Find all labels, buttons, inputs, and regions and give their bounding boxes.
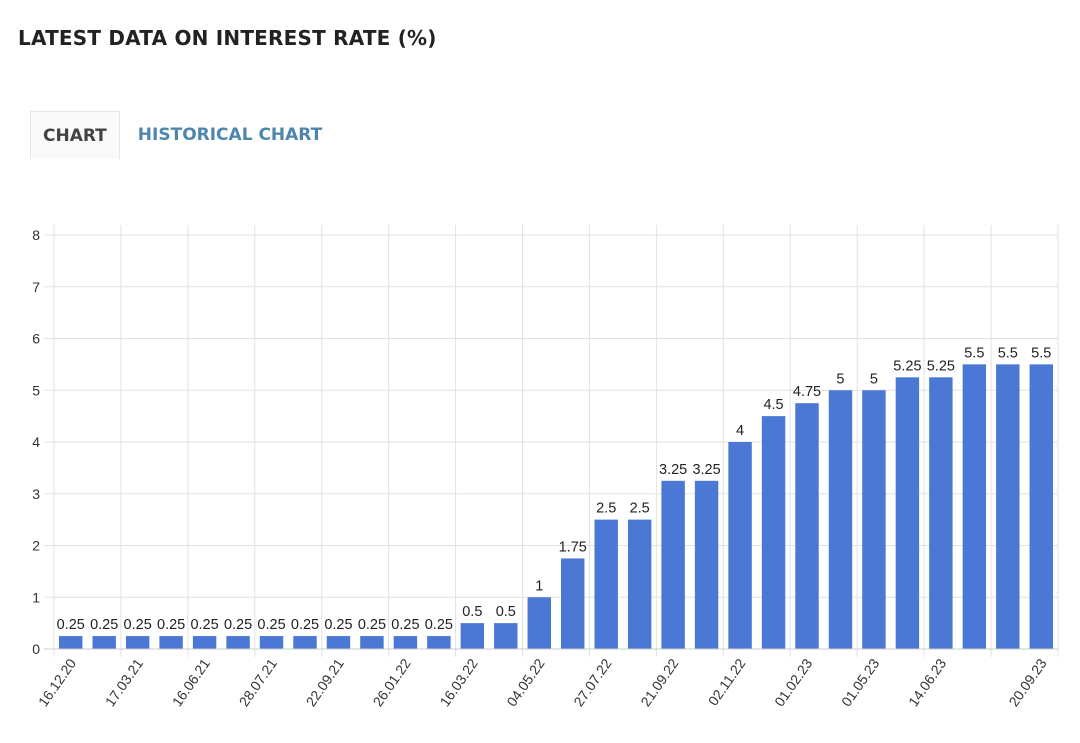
bar — [427, 636, 451, 649]
tab-chart[interactable]: CHART — [30, 111, 120, 159]
data-label: 5 — [836, 371, 844, 387]
bar — [326, 636, 351, 649]
bar — [561, 558, 585, 649]
chart-tabs: CHART HISTORICAL CHART — [30, 111, 322, 159]
tab-historical-chart[interactable]: HISTORICAL CHART — [137, 125, 323, 145]
bar — [460, 623, 485, 649]
bar — [92, 636, 116, 649]
bar — [895, 377, 920, 649]
data-label: 4.75 — [793, 384, 821, 400]
data-label: 2.5 — [630, 501, 650, 517]
y-tick-label: 2 — [32, 538, 40, 554]
data-label: 5 — [870, 371, 878, 387]
y-tick-label: 1 — [32, 589, 40, 605]
data-label: 3.25 — [692, 462, 720, 478]
y-tick-label: 4 — [32, 434, 40, 450]
bar — [59, 636, 83, 649]
x-tick-label: 26.01.22 — [369, 655, 413, 709]
x-tick-label: 04.05.22 — [503, 655, 547, 709]
data-label: 0.25 — [190, 617, 218, 633]
x-tick-label: 22.09.21 — [303, 655, 347, 709]
bar — [1029, 364, 1053, 649]
data-label: 0.5 — [496, 604, 516, 620]
bar — [527, 597, 551, 649]
x-tick-label: 01.02.23 — [771, 655, 815, 709]
data-label: 4.5 — [763, 397, 783, 413]
data-label: 0.25 — [157, 617, 185, 633]
data-label: 5.25 — [893, 358, 921, 374]
bar — [996, 364, 1020, 649]
data-label: 0.25 — [124, 617, 152, 633]
bar — [694, 480, 719, 649]
x-tick-label: 20.09.23 — [1005, 655, 1049, 709]
data-label: 0.25 — [391, 617, 419, 633]
data-label: 5.5 — [964, 345, 984, 361]
bar — [862, 390, 886, 649]
data-label: 0.25 — [358, 617, 386, 633]
bar — [627, 519, 652, 649]
bar — [929, 377, 953, 649]
data-label: 0.25 — [425, 617, 453, 633]
x-tick-label: 14.06.23 — [905, 655, 949, 709]
y-tick-label: 5 — [32, 382, 40, 398]
bar — [594, 519, 618, 649]
data-label: 0.5 — [462, 604, 482, 620]
data-label: 5.5 — [1031, 345, 1051, 361]
bar — [125, 636, 150, 649]
bar — [159, 636, 183, 649]
bar — [761, 416, 786, 649]
bar — [192, 636, 217, 649]
x-tick-label: 21.09.22 — [637, 655, 681, 709]
x-tick-label: 01.05.23 — [838, 655, 882, 709]
bar — [962, 364, 987, 649]
bar — [494, 623, 518, 649]
bar — [795, 403, 819, 649]
data-label: 4 — [736, 423, 744, 439]
x-tick-label: 02.11.22 — [705, 655, 749, 708]
y-tick-label: 8 — [32, 227, 40, 243]
data-label: 5.5 — [998, 345, 1018, 361]
bar — [393, 636, 418, 649]
x-tick-label: 16.06.21 — [169, 655, 213, 709]
x-tick-label: 17.03.21 — [102, 655, 146, 709]
data-label: 2.5 — [596, 501, 616, 517]
page-title: LATEST DATA ON INTEREST RATE (%) — [18, 26, 437, 50]
data-label: 0.25 — [257, 617, 285, 633]
x-tick-label: 28.07.21 — [236, 655, 280, 709]
y-tick-label: 0 — [32, 641, 40, 657]
y-tick-label: 3 — [32, 486, 40, 502]
x-tick-label: 27.07.22 — [570, 655, 614, 709]
data-label: 0.25 — [224, 617, 252, 633]
data-label: 1 — [535, 578, 543, 594]
bar — [259, 636, 284, 649]
data-label: 0.25 — [291, 617, 319, 633]
bar — [728, 442, 752, 649]
x-tick-label: 16.12.20 — [35, 655, 79, 709]
x-tick-label: 16.03.22 — [436, 655, 480, 709]
bar-chart-svg: 0 1 2 3 4 5 6 7 8 0.25 0.25 0.25 0.25 0.25 0.25 0.25 0.2… — [32, 225, 1059, 709]
bar — [360, 636, 384, 649]
interest-rate-chart: 0 1 2 3 4 5 6 7 8 0.25 0.25 0.25 0.25 0.25 0.25 0.25 0.2… — [0, 200, 1080, 738]
y-tick-label: 7 — [32, 279, 40, 295]
data-label: 1.75 — [559, 539, 587, 555]
data-label: 5.25 — [927, 358, 955, 374]
bar — [226, 636, 250, 649]
data-label: 0.25 — [57, 617, 85, 633]
data-label: 0.25 — [324, 617, 352, 633]
bar — [661, 480, 685, 649]
bar — [828, 390, 853, 649]
y-tick-label: 6 — [32, 331, 40, 347]
data-label: 3.25 — [659, 462, 687, 478]
data-label: 0.25 — [90, 617, 118, 633]
bar — [293, 636, 317, 649]
